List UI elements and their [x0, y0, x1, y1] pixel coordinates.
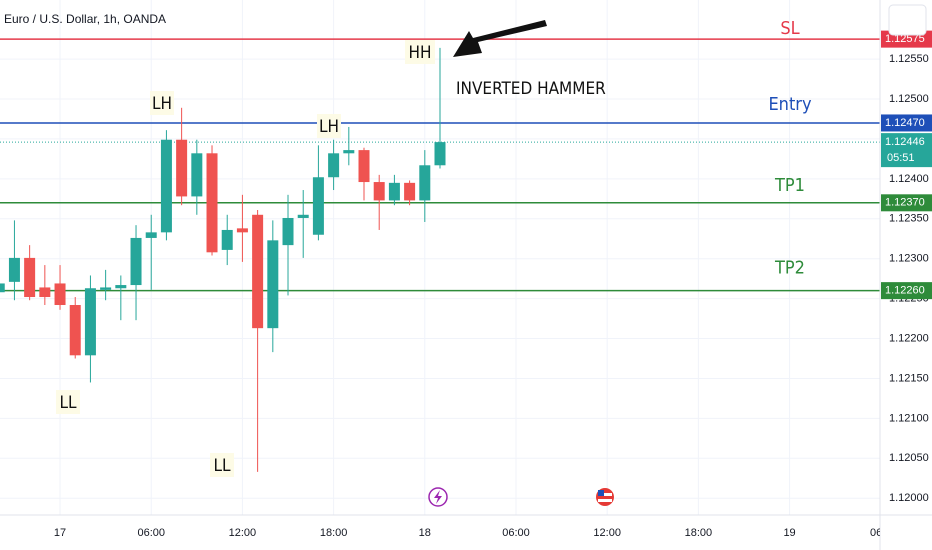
candles: [0, 47, 446, 472]
annotation: HH: [408, 43, 431, 63]
candle-body: [39, 287, 51, 298]
settings-button[interactable]: [888, 4, 927, 36]
level-name: Entry: [768, 94, 811, 115]
candle-body: [312, 177, 324, 235]
x-tick-label: 12:00: [593, 527, 621, 539]
candle-body: [54, 283, 66, 306]
y-axis: 1.120001.120501.121001.121501.122001.122…: [889, 53, 929, 504]
level-tag-label: 1.12575: [885, 33, 925, 45]
event-icon-flag: [598, 499, 612, 502]
x-tick-label: 18: [419, 527, 431, 539]
x-tick-label: 06:00: [502, 527, 530, 539]
x-tick-label: 06:00: [137, 527, 165, 539]
annotation-bg: [210, 453, 234, 477]
candle-body: [206, 153, 218, 253]
candle-body: [84, 288, 96, 356]
chart-title: Euro / U.S. Dollar, 1h, OANDA: [4, 12, 166, 26]
candle-body: [419, 165, 431, 201]
x-tick-label: 12:00: [229, 527, 257, 539]
y-tick-label: 1.12000: [889, 492, 929, 504]
annotation: INVERTED HAMMER: [456, 79, 606, 99]
candle-body: [8, 257, 20, 282]
candle-body: [267, 240, 279, 329]
candle-body: [282, 217, 294, 246]
y-tick-label: 1.12550: [889, 53, 929, 65]
candle-body: [130, 237, 142, 286]
level-name: SL: [780, 18, 799, 39]
candle-body: [115, 285, 127, 289]
x-tick-label: 18:00: [320, 527, 348, 539]
level-tag: [881, 194, 932, 212]
candle-body: [69, 305, 81, 356]
y-tick-label: 1.12400: [889, 173, 929, 185]
x-tick-label: 06:0: [870, 527, 891, 539]
annotation: LL: [59, 393, 77, 413]
countdown: 05:51: [887, 152, 915, 164]
candle-body: [297, 214, 309, 218]
y-tick-label: 1.12350: [889, 213, 929, 225]
x-tick-label: 18:00: [685, 527, 713, 539]
event-icon-flag: [598, 490, 604, 496]
candle-body: [343, 150, 355, 154]
y-tick-label: 1.12100: [889, 412, 929, 424]
x-tick-label: 17: [54, 527, 66, 539]
last-price-label: 1.12446: [885, 136, 925, 148]
x-tick-label: 19: [783, 527, 795, 539]
candle-body: [145, 232, 157, 238]
annotation-bg: [317, 114, 341, 138]
event-icon-flag: [598, 493, 612, 496]
candle-body: [221, 229, 233, 250]
level-name: TP2: [774, 258, 805, 279]
price-tags: 1.12446 05:51 1.12575 1.12470 1.12370 1.12260: [881, 30, 932, 300]
arrow: [453, 20, 547, 57]
y-tick-label: 1.12200: [889, 332, 929, 344]
level-tag: [881, 282, 932, 300]
candle-body: [24, 257, 36, 298]
candle-body: [373, 182, 385, 201]
candle-body: [160, 139, 172, 233]
candle-body: [328, 153, 340, 178]
y-tick-label: 1.12500: [889, 93, 929, 105]
level-tag-label: 1.12260: [885, 285, 925, 297]
candle-body: [404, 182, 416, 201]
level-tag-label: 1.12370: [885, 197, 925, 209]
candle-body: [100, 287, 112, 290]
annotation: LH: [152, 94, 172, 114]
candle-body: [0, 283, 5, 293]
y-tick-label: 1.12050: [889, 452, 929, 464]
annotation-bg: [56, 390, 80, 414]
candle-body: [388, 182, 400, 201]
annotation-bg: [150, 91, 174, 115]
level-name: TP1: [774, 175, 805, 196]
candle-body: [236, 228, 248, 233]
levels: SL Entry TP1 TP2: [0, 18, 880, 292]
annotation: LH: [319, 117, 339, 137]
candle-body: [434, 142, 446, 166]
event-icon-bolt: [434, 490, 442, 504]
y-tick-label: 1.12150: [889, 372, 929, 384]
candle-body: [191, 153, 203, 197]
y-tick-label: 1.12300: [889, 253, 929, 265]
annotation: LL: [213, 456, 231, 476]
annotation-bg: [405, 40, 435, 64]
candle-body: [176, 139, 188, 197]
level-tag: [881, 114, 932, 132]
x-axis: 17 06:00 12:00 18:00 18 06:00 12:00 18:00 19 06:0: [54, 527, 891, 539]
candle-body: [252, 214, 264, 329]
last-price-tag: [881, 133, 932, 168]
level-tag-label: 1.12470: [885, 117, 925, 129]
candle-body: [358, 150, 370, 183]
